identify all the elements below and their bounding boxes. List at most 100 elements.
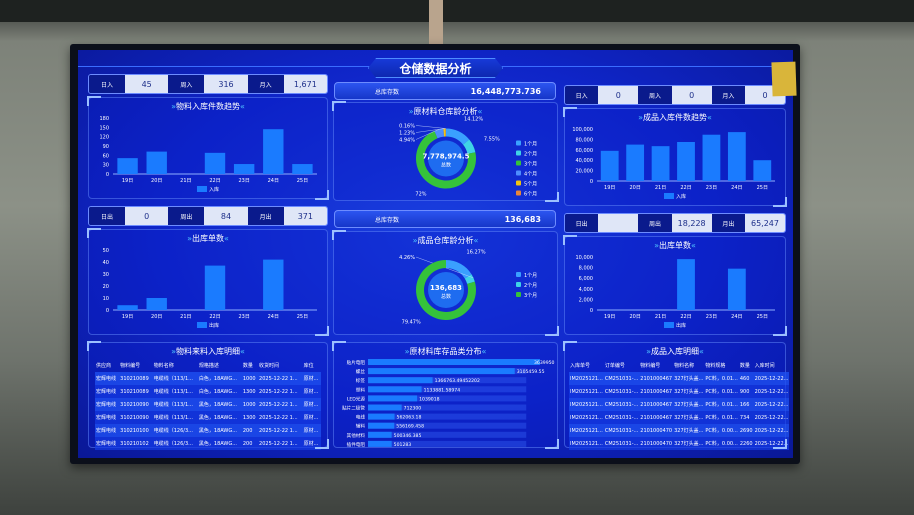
table-row[interactable]: IM2025121... CM251031-... 2101000470 327灯头盖… — [569, 437, 790, 450]
table-cell: 2101000470 — [640, 440, 673, 447]
day-out-value — [598, 214, 639, 232]
table-cell: PC料，0.01... — [705, 389, 738, 395]
table-cell: 黑色，18AWG... — [198, 428, 237, 434]
table-cell: 327灯头盖... — [674, 389, 704, 395]
table-cell: 460 — [739, 375, 750, 382]
bar — [292, 164, 313, 174]
legend-label: 3个月 — [524, 293, 537, 299]
legend-label: 1个月 — [524, 273, 537, 279]
page-title: 仓储数据分析 — [368, 58, 503, 78]
table-cell: 2101000467 — [640, 375, 673, 382]
table-cell: CM251031-... — [604, 401, 639, 408]
slice-label: 14.12% — [464, 117, 483, 123]
week-in-value: 316 — [204, 75, 248, 93]
table-cell: 200 — [242, 427, 253, 434]
bar — [677, 142, 695, 181]
table-cell: 327灯头盖... — [674, 376, 704, 382]
bar — [263, 259, 284, 310]
month-out-value: 371 — [283, 207, 327, 225]
bar — [368, 413, 395, 420]
table-cell: PC料，0.00... — [705, 428, 738, 434]
week-in-value: 0 — [671, 86, 712, 104]
week-out-label: 周出 — [168, 207, 205, 225]
slice-label: 72% — [415, 192, 426, 198]
fin-total-label: 总库存数 — [375, 216, 400, 224]
week-out-value: 84 — [204, 207, 248, 225]
table-row[interactable]: 宏辉电线 310210090 电缆线（113/1... 黑色，18AWG... 1000… — [95, 398, 321, 411]
value-label: 556169.458 — [396, 424, 424, 430]
y-tick-label: 0 — [590, 308, 593, 314]
legend-swatch — [516, 170, 521, 176]
table-cell: CM251031-... — [604, 414, 639, 421]
table-cell: 2025-12-22 1... — [259, 440, 298, 447]
bar — [233, 164, 255, 174]
product-receipt-panel: »成品入库明细« 入库单号 订单编号 物料编号 物料名称 物料规格 数量 入库时间 IM202… — [563, 341, 790, 450]
panel-title: »成品入库明细« — [646, 347, 704, 356]
table-row[interactable]: IM2025121... CM251031-... 2101000467 327灯头盖… — [569, 385, 790, 398]
y-tick-label: 40 — [103, 260, 109, 266]
table-row[interactable]: 宏辉电线 310210090 电缆线（113/1... 黑色，18AWG... 1300… — [95, 411, 321, 424]
material-in-panel: »物料入库件数趋势« 0 30 60 90 120 150 180 19日 20日 21日 22日 2… — [87, 96, 329, 200]
donut-slice — [434, 128, 445, 139]
bar — [368, 431, 392, 438]
product-in-panel: »成品入库件数趋势« 0 20,000 40,000 60,000 80,000 100,… — [563, 107, 787, 207]
table-row[interactable]: IM2025121... CM251031-... 2101000467 327灯头盖… — [569, 411, 790, 424]
dashboard-screen: 仓储数据分析 日入 45 周入 316 月入 1,671 »物料入库件数趋势« … — [78, 50, 793, 458]
month-out-label: 月出 — [711, 214, 745, 232]
day-out-label: 日出 — [565, 214, 599, 232]
table-row[interactable]: 宏辉电线 310210089 电缆线（113/1... 白色，18AWG... 1300… — [95, 385, 321, 398]
column-header: 规格描述 — [198, 363, 219, 369]
table-cell: PC料，0.01... — [705, 402, 738, 408]
table-row[interactable]: IM2025121... CM251031-... 2101000467 327灯头盖… — [569, 398, 790, 411]
slice-label: 4.26% — [399, 255, 415, 261]
bar — [753, 160, 772, 181]
table-cell: 166 — [739, 401, 750, 408]
y-tick-label: 120 — [99, 135, 109, 141]
legend-swatch — [516, 140, 521, 146]
bar-track — [368, 386, 527, 393]
x-tick-label: 22日 — [680, 314, 691, 320]
legend-label: 4个月 — [524, 172, 537, 178]
category-label: 贴片二极管 — [342, 405, 365, 412]
bar-track — [368, 422, 527, 429]
legend-swatch — [516, 150, 521, 156]
table-row[interactable]: 宏辉电线 310210102 电缆线（126/3... 黑色，18AWG... 200 2… — [95, 437, 321, 450]
value-label: 500346.385 — [394, 433, 422, 439]
day-in-label: 日入 — [89, 75, 126, 93]
material-out-stats: 日出 0 周出 84 月出 371 — [88, 206, 328, 226]
legend-swatch — [516, 180, 521, 186]
table-cell: 宏辉电线 — [96, 441, 117, 447]
bar — [368, 386, 422, 393]
donut-slice — [446, 260, 472, 279]
bar — [651, 146, 670, 181]
y-tick-label: 4,000 — [579, 287, 593, 293]
y-tick-label: 40,000 — [576, 158, 594, 164]
table-row[interactable]: 宏辉电线 310210100 电缆线（126/3... 黑色，18AWG... 200 2… — [95, 424, 321, 437]
raw-category-panel: »原材料库存品类分布« 贴片电阻 3639950 螺丝 3105459.55 标签 136… — [332, 341, 559, 449]
table-row[interactable]: 宏辉电线 310210089 电缆线（113/1... 白色，18AWG... 1000… — [95, 372, 321, 385]
bar-track — [368, 440, 527, 447]
table-cell: 1300 — [242, 388, 256, 395]
day-out-value: 0 — [125, 207, 169, 225]
panel-title: »出库单数« — [654, 241, 696, 250]
month-out-value: 65,247 — [744, 214, 785, 232]
legend-label: 3个月 — [524, 162, 537, 168]
category-label: 辅料 — [356, 423, 366, 430]
donut-center — [428, 272, 464, 308]
table-cell: IM2025121... — [570, 427, 603, 434]
table-row[interactable]: IM2025121... CM251031-... 2101000470 327灯头盖… — [569, 424, 790, 437]
table-row[interactable]: IM2025121... CM251031-... 2101000467 327灯头盖… — [569, 372, 790, 385]
table-cell: 310210102 — [120, 440, 149, 447]
bar-track — [368, 404, 527, 411]
x-tick-label: 23日 — [706, 185, 717, 191]
column-header: 数量 — [242, 363, 253, 369]
table-cell: PC料，0.01... — [705, 376, 738, 382]
y-tick-label: 80,000 — [576, 137, 594, 143]
table-cell: 电缆线（113/1... — [153, 402, 193, 408]
y-tick-label: 30 — [103, 272, 109, 278]
value-label: 3105459.55 — [517, 369, 545, 375]
category-label: LED光源 — [347, 395, 366, 402]
legend-swatch — [516, 190, 521, 196]
month-in-value: 1,671 — [283, 75, 327, 93]
